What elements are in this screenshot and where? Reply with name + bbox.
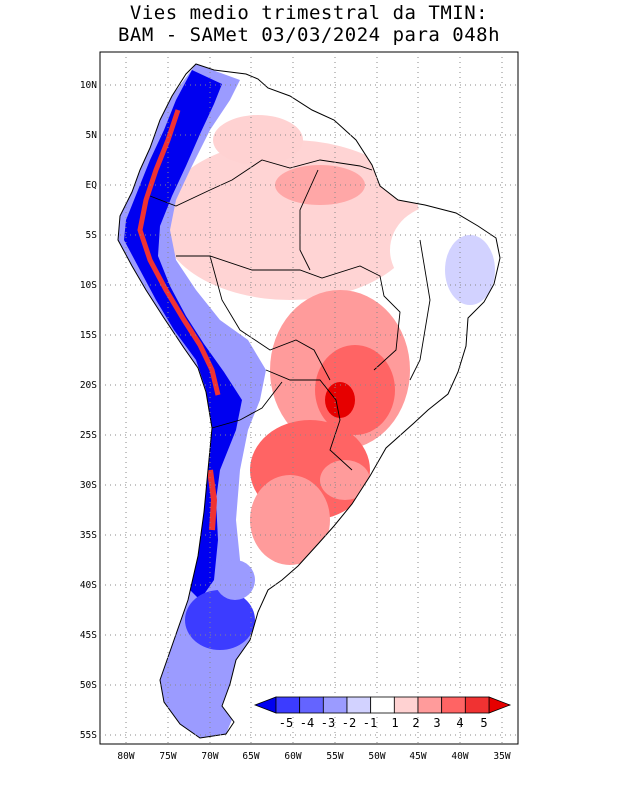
colorbar-segment <box>275 696 301 714</box>
colorbar: -5 -4 -3 -2 -1 1 2 3 4 5 <box>253 696 512 730</box>
title-line-2: BAM - SAMet 03/03/2024 para 048h <box>117 24 501 46</box>
colorbar-segment <box>417 696 443 714</box>
lat-tick-5s: 5S <box>86 230 98 241</box>
colorbar-label: -5 <box>279 716 293 730</box>
lat-tick-25s: 25S <box>80 430 97 441</box>
lat-tick-50s: 50S <box>80 680 97 691</box>
colorbar-label: 4 <box>456 716 463 730</box>
lon-tick-65w: 65W <box>242 751 259 762</box>
lat-tick-eq: EQ <box>86 180 98 191</box>
lat-axis: 10N 5N EQ 5S 10S 15S 20S 25S 30S 35S 40S… <box>80 80 97 741</box>
coastline <box>117 63 501 739</box>
colorbar-label: 3 <box>433 716 440 730</box>
lon-tick-40w: 40W <box>451 751 468 762</box>
lat-tick-55s: 55S <box>80 730 97 741</box>
colorbar-label: -4 <box>300 716 314 730</box>
colorbar-segment <box>299 696 324 714</box>
country-borders <box>149 159 431 471</box>
colorbar-segment <box>346 696 372 714</box>
lon-tick-55w: 55W <box>326 751 343 762</box>
lon-tick-75w: 75W <box>159 751 176 762</box>
colorbar-segment <box>370 696 395 714</box>
lat-tick-10n: 10N <box>80 80 97 91</box>
lon-axis: 80W 75W 70W 65W 60W 55W 50W 45W 40W 35W <box>117 751 510 762</box>
lat-tick-15s: 15S <box>80 330 97 341</box>
lat-tick-35s: 35S <box>80 530 97 541</box>
title-line-1: Vies medio trimestral da TMIN: <box>129 2 489 24</box>
lon-tick-80w: 80W <box>117 751 134 762</box>
colorbar-label: 5 <box>480 716 487 730</box>
colorbar-segment <box>322 696 348 714</box>
lat-tick-40s: 40S <box>80 580 97 591</box>
lat-tick-30s: 30S <box>80 480 97 491</box>
lon-tick-70w: 70W <box>201 751 218 762</box>
colorbar-label: -2 <box>342 716 356 730</box>
lon-tick-50w: 50W <box>368 751 385 762</box>
grid <box>100 52 518 744</box>
lon-tick-45w: 45W <box>409 751 426 762</box>
colorbar-label: -1 <box>363 716 377 730</box>
colorbar-segment <box>464 696 490 714</box>
colorbar-segment <box>393 696 419 714</box>
lat-tick-10s: 10S <box>80 280 97 291</box>
colorbar-label: 1 <box>391 716 398 730</box>
colorbar-label: -3 <box>321 716 335 730</box>
lat-tick-20s: 20S <box>80 380 97 391</box>
colorbar-label: 2 <box>412 716 419 730</box>
lat-tick-5n: 5N <box>86 130 98 141</box>
colorbar-segment <box>441 696 466 714</box>
lat-tick-45s: 45S <box>80 630 97 641</box>
lon-tick-60w: 60W <box>284 751 301 762</box>
lon-tick-35w: 35W <box>493 751 510 762</box>
